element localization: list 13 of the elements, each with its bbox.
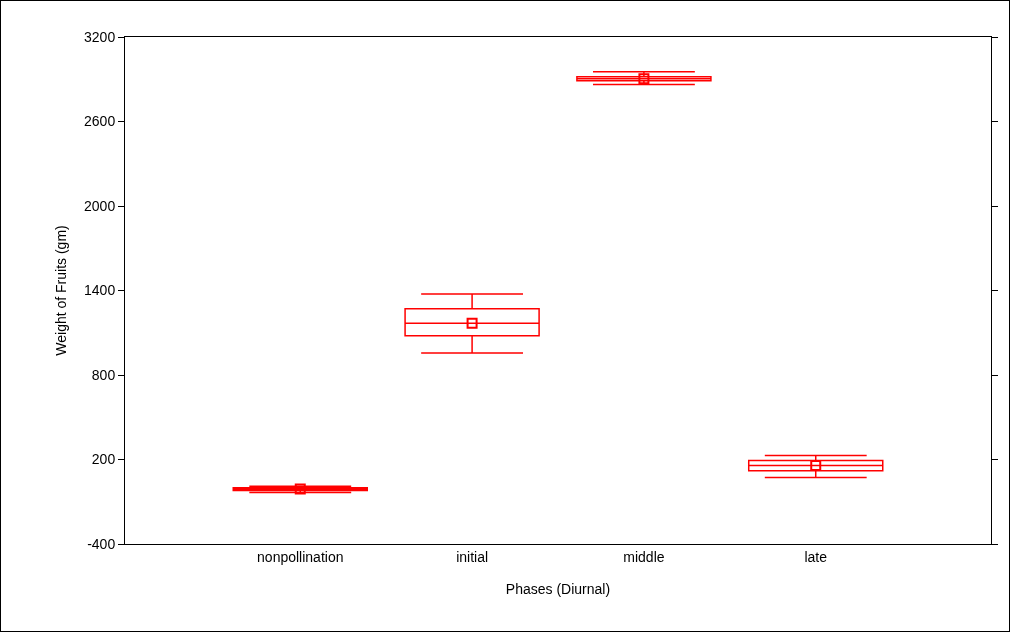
x-tick-label: late	[804, 548, 828, 565]
x-tick-label: middle	[623, 548, 665, 565]
y-axis-title: Weight of Fruits (gm)	[52, 225, 69, 356]
y-tick-label: 2000	[84, 197, 116, 214]
y-tick-label: 2600	[84, 113, 116, 130]
x-tick-label: initial	[456, 548, 489, 565]
x-axis-title: Phases (Diurnal)	[505, 581, 611, 598]
x-tick-label: nonpollination	[257, 548, 344, 565]
y-tick-label: 3200	[84, 28, 116, 45]
y-tick-label: 200	[91, 451, 116, 468]
y-tick-label: 1400	[84, 282, 116, 299]
y-tick-label: -400	[87, 535, 116, 552]
y-tick-label: 800	[91, 366, 116, 383]
